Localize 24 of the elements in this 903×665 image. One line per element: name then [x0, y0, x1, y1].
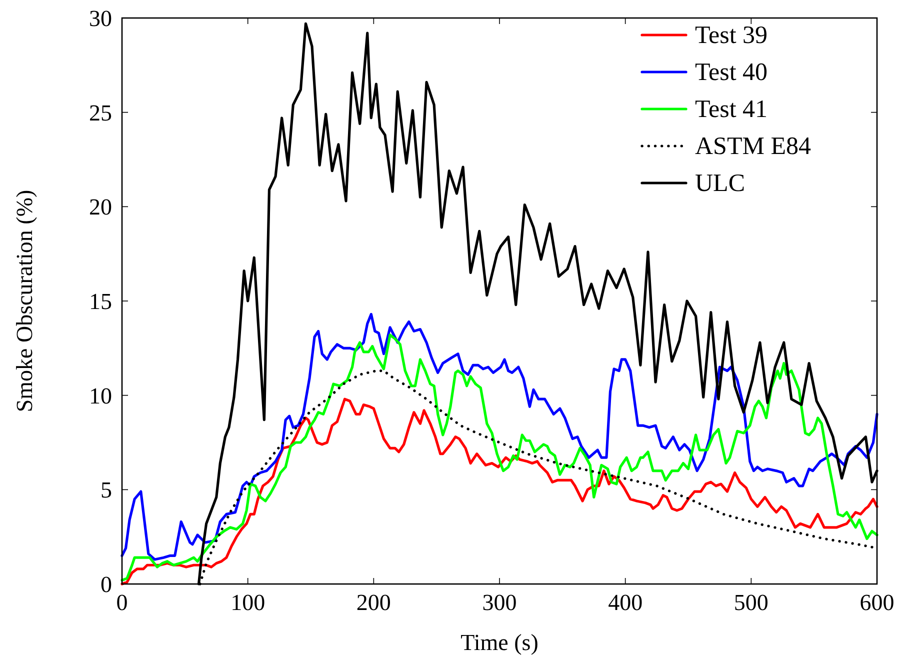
legend-label: ULC — [695, 170, 745, 197]
y-tick-label: 15 — [89, 289, 112, 314]
x-tick-label: 0 — [116, 590, 128, 615]
x-tick-label: 500 — [734, 590, 768, 615]
line-series — [120, 334, 878, 582]
y-tick-label: 25 — [89, 100, 112, 126]
y-tick-label: 10 — [89, 383, 112, 408]
x-axis-title: Time (s) — [460, 630, 538, 655]
legend-label: Test 41 — [695, 96, 768, 123]
y-tick-label: 30 — [89, 6, 112, 31]
x-tick-label: 300 — [482, 590, 517, 615]
legend-label: Test 39 — [695, 22, 768, 49]
legend-label: ASTM E84 — [695, 133, 812, 160]
x-tick-label: 600 — [860, 590, 894, 615]
y-tick-label: 5 — [100, 478, 112, 503]
line-series — [120, 312, 878, 561]
y-tick-label: 0 — [100, 572, 112, 597]
legend-label: Test 40 — [695, 59, 768, 86]
x-tick-label: 200 — [356, 590, 391, 615]
y-tick-label: 20 — [89, 194, 112, 220]
x-tick-label: 400 — [608, 590, 643, 615]
y-axis-title: Smoke Obscuration (%) — [12, 190, 37, 412]
x-tick-label: 100 — [230, 590, 266, 615]
line-series — [120, 398, 878, 586]
